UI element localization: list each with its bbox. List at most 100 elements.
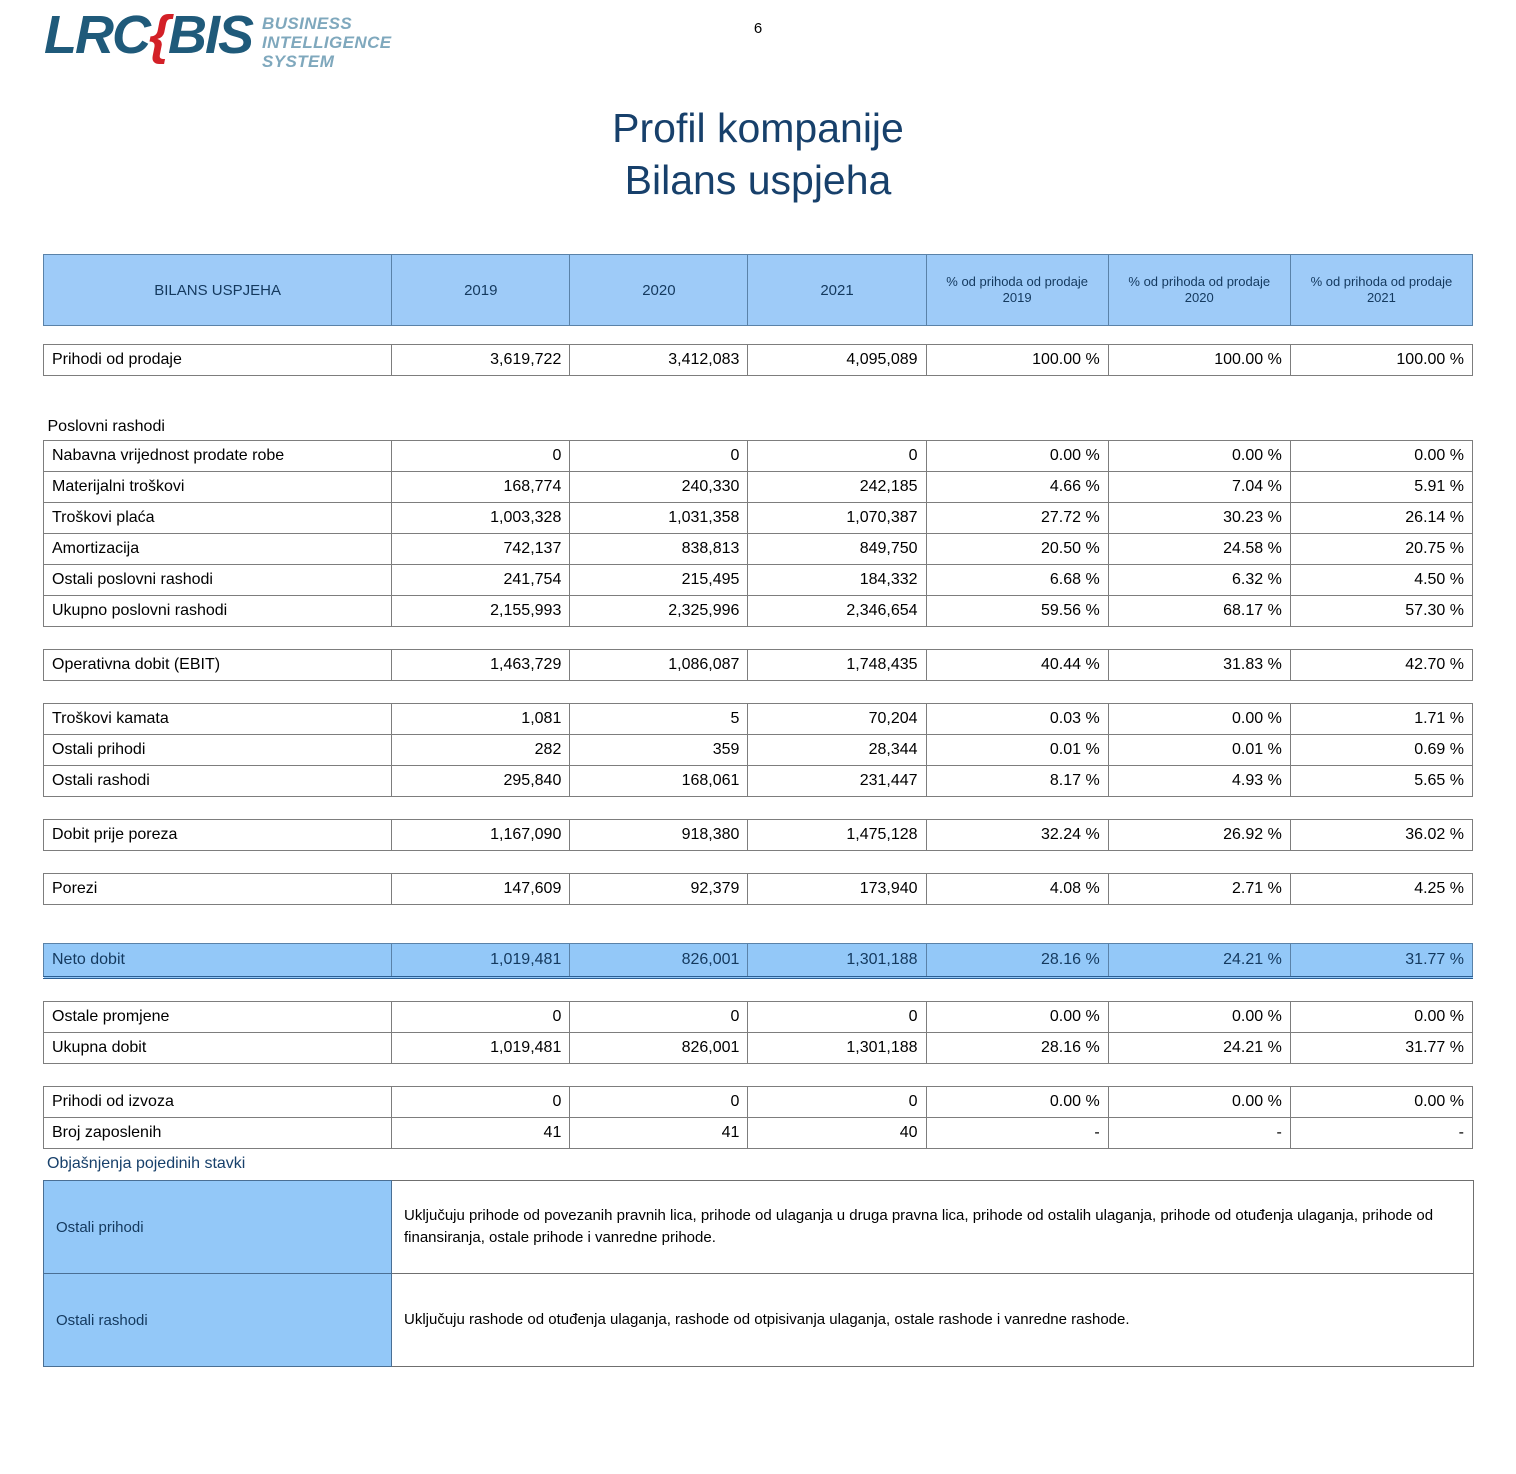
row-label: Ukupno poslovni rashodi <box>42 595 393 627</box>
cell-2019: 241,754 <box>391 564 571 596</box>
row-spacer <box>44 978 1473 1002</box>
cell-2020: 1,086,087 <box>569 649 749 681</box>
cell-2019: 1,167,090 <box>391 819 571 851</box>
cell-2021: 70,204 <box>747 703 927 735</box>
cell-2021: 1,475,128 <box>747 819 927 851</box>
cell-pct-2020: 0.00 % <box>1107 703 1291 735</box>
logo-text-bis: BIS <box>168 5 254 65</box>
row-label: Ukupna dobit <box>42 1032 393 1064</box>
cell-2019: 147,609 <box>391 873 571 905</box>
income-statement-sheet: BILANS USPJEHA 2019 2020 2021 % od priho… <box>42 254 1474 1367</box>
cell-pct-2019: 100.00 % <box>925 344 1109 376</box>
cell-2021: 1,748,435 <box>747 649 927 681</box>
cell-pct-2021: 5.91 % <box>1289 471 1474 503</box>
row-label: Prihodi od prodaje <box>42 344 393 376</box>
row-spacer <box>44 376 1473 415</box>
table-row-amortizacija: Amortizacija 742,137 838,813 849,750 20.… <box>42 533 1474 565</box>
row-label: Nabavna vrijednost prodate robe <box>42 440 393 472</box>
logo-wordmark: LRC{BIS <box>44 5 254 65</box>
cell-2019: 1,463,729 <box>391 649 571 681</box>
cell-2021: 173,940 <box>747 873 927 905</box>
cell-pct-2019: 0.01 % <box>925 734 1109 766</box>
cell-pct-2021: 5.65 % <box>1289 765 1474 797</box>
cell-pct-2020: 68.17 % <box>1107 595 1291 627</box>
cell-2020: 5 <box>569 703 749 735</box>
cell-pct-2021: 0.00 % <box>1289 440 1474 472</box>
cell-pct-2021: 1.71 % <box>1289 703 1474 735</box>
explanation-text: Uključuju rashode od otuđenja ulaganja, … <box>391 1273 1474 1367</box>
cell-2020: 838,813 <box>569 533 749 565</box>
page-title: Profil kompanije Bilans uspjeha <box>0 102 1516 207</box>
cell-pct-2021: 20.75 % <box>1289 533 1474 565</box>
cell-2019: 3,619,722 <box>391 344 571 376</box>
row-spacer <box>44 797 1473 820</box>
cell-pct-2021: 57.30 % <box>1289 595 1474 627</box>
row-label: Ostali poslovni rashodi <box>42 564 393 596</box>
logo-tagline: BUSINESS INTELLIGENCE SYSTEM <box>262 14 391 71</box>
cell-2021: 4,095,089 <box>747 344 927 376</box>
section-label-row: Poslovni rashodi <box>44 414 1473 441</box>
cell-pct-2019: 32.24 % <box>925 819 1109 851</box>
table-row-neto-dobit: Neto dobit 1,019,481 826,001 1,301,188 2… <box>42 943 1474 979</box>
column-header-2021: 2021 <box>747 254 927 326</box>
title-line-1: Profil kompanije <box>612 105 904 151</box>
logo-tagline-line-3: SYSTEM <box>262 52 335 72</box>
cell-pct-2019: 59.56 % <box>925 595 1109 627</box>
cell-2020: 92,379 <box>569 873 749 905</box>
row-label: Troškovi kamata <box>42 703 393 735</box>
row-label: Ostali prihodi <box>42 734 393 766</box>
column-header-pct-2021: % od prihoda od prodaje 2021 <box>1289 254 1474 326</box>
cell-2021: 242,185 <box>747 471 927 503</box>
cell-2019: 742,137 <box>391 533 571 565</box>
cell-pct-2020: 30.23 % <box>1107 502 1291 534</box>
cell-2020: 0 <box>569 1086 749 1118</box>
cell-2019: 168,774 <box>391 471 571 503</box>
cell-pct-2021: 26.14 % <box>1289 502 1474 534</box>
cell-2020: 0 <box>569 1001 749 1033</box>
explanation-row-ostali-prihodi: Ostali prihodi Uključuju prihode od pove… <box>43 1180 1474 1274</box>
row-label: Dobit prije poreza <box>42 819 393 851</box>
explanation-label: Ostali rashodi <box>43 1273 392 1367</box>
page-number: 6 <box>753 20 763 37</box>
cell-pct-2020: 31.83 % <box>1107 649 1291 681</box>
row-spacer <box>44 627 1473 650</box>
row-label: Ostali rashodi <box>42 765 393 797</box>
cell-pct-2019: 4.08 % <box>925 873 1109 905</box>
cell-pct-2020: 24.58 % <box>1107 533 1291 565</box>
row-spacer <box>44 681 1473 704</box>
table-header-row: BILANS USPJEHA 2019 2020 2021 % od priho… <box>42 254 1474 326</box>
table-row-ukupno-poslovni-rashodi: Ukupno poslovni rashodi 2,155,993 2,325,… <box>42 595 1474 627</box>
cell-2020: 826,001 <box>569 943 749 979</box>
table-row-troskovi-placa: Troškovi plaća 1,003,328 1,031,358 1,070… <box>42 502 1474 534</box>
row-label: Troškovi plaća <box>42 502 393 534</box>
cell-pct-2020: 0.00 % <box>1107 440 1291 472</box>
logo-tagline-line-2: INTELLIGENCE <box>262 33 392 53</box>
cell-pct-2020: 0.00 % <box>1107 1086 1291 1118</box>
explanations-heading: Objašnjenja pojedinih stavki <box>47 1155 246 1172</box>
cell-2019: 282 <box>391 734 571 766</box>
cell-2021: 231,447 <box>747 765 927 797</box>
cell-pct-2020: 2.71 % <box>1107 873 1291 905</box>
cell-2021: 1,070,387 <box>747 502 927 534</box>
cell-pct-2021: 42.70 % <box>1289 649 1474 681</box>
explanations-table: Ostali prihodi Uključuju prihode od pove… <box>43 1180 1474 1367</box>
row-spacer <box>44 1064 1473 1087</box>
cell-pct-2021: 36.02 % <box>1289 819 1474 851</box>
column-header-pct-2020: % od prihoda od prodaje 2020 <box>1107 254 1291 326</box>
cell-pct-2019: 0.03 % <box>925 703 1109 735</box>
row-spacer <box>44 851 1473 874</box>
cell-pct-2021: 31.77 % <box>1289 1032 1474 1064</box>
row-label: Porezi <box>42 873 393 905</box>
column-header-pct-2019: % od prihoda od prodaje 2019 <box>925 254 1109 326</box>
cell-pct-2019: 0.00 % <box>925 440 1109 472</box>
row-label: Amortizacija <box>42 533 393 565</box>
cell-2021: 1,301,188 <box>747 1032 927 1064</box>
cell-2020: 359 <box>569 734 749 766</box>
cell-pct-2019: 27.72 % <box>925 502 1109 534</box>
cell-2019: 41 <box>391 1117 571 1149</box>
table-row-ostale-promjene: Ostale promjene 0 0 0 0.00 % 0.00 % 0.00… <box>42 1001 1474 1033</box>
table-row-prihodi-od-prodaje: Prihodi od prodaje 3,619,722 3,412,083 4… <box>42 344 1474 376</box>
cell-2020: 0 <box>569 440 749 472</box>
cell-pct-2021: 100.00 % <box>1289 344 1474 376</box>
cell-pct-2019: 4.66 % <box>925 471 1109 503</box>
